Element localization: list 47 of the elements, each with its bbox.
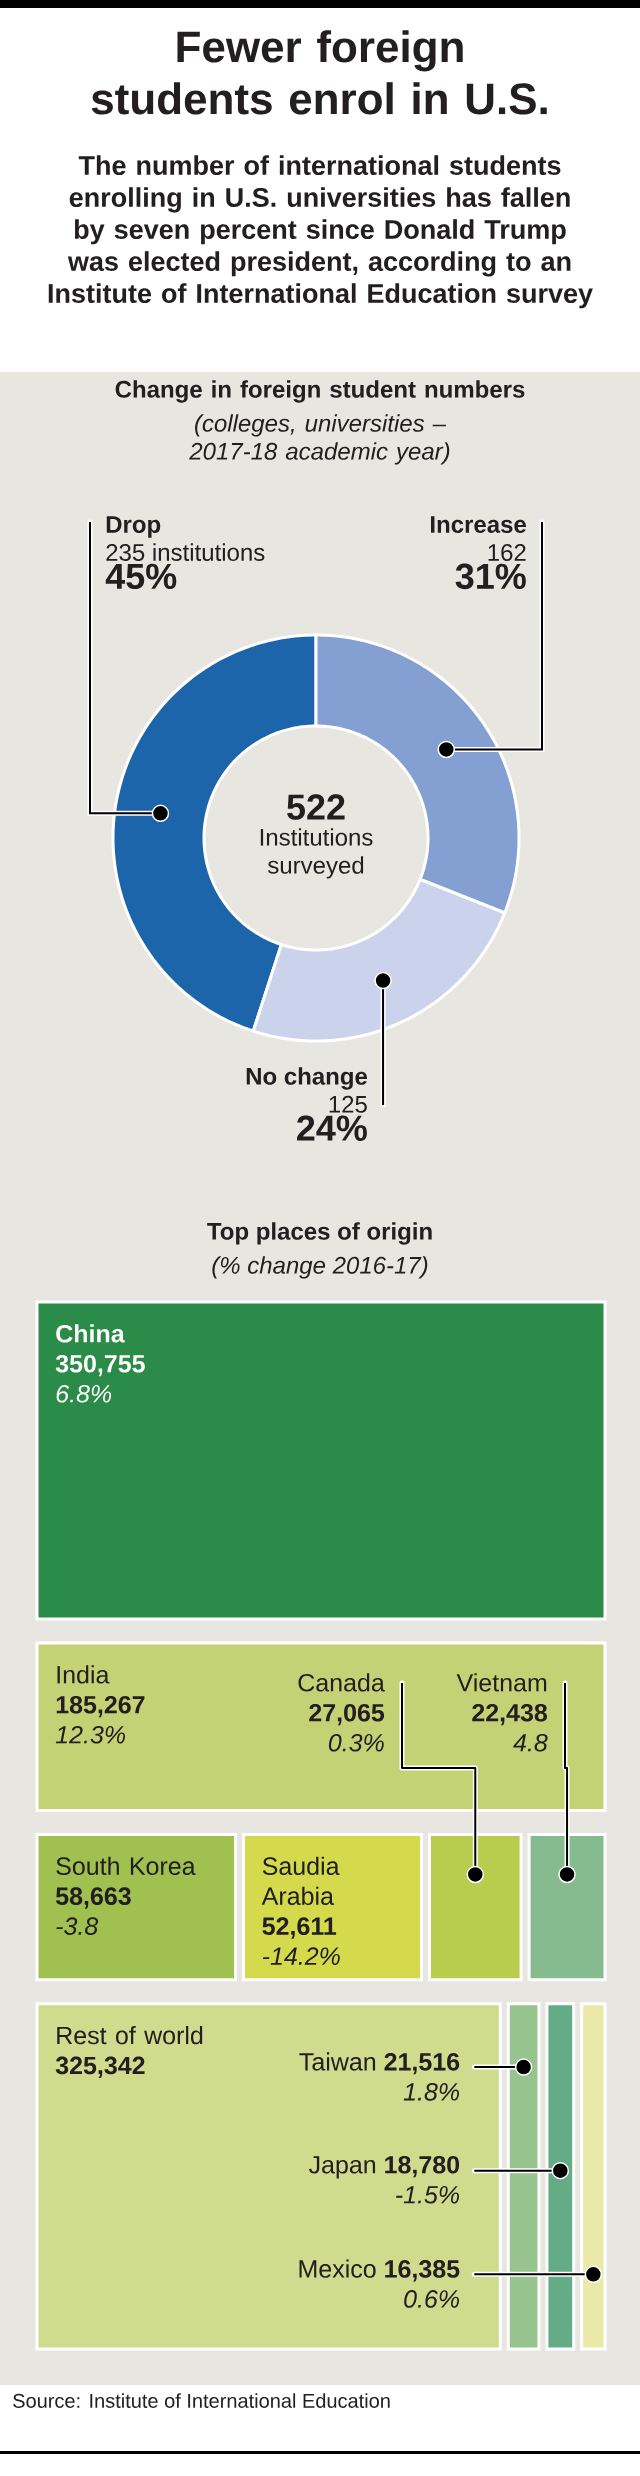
data-label: 16,385	[385, 2260, 460, 2282]
category-label: Japan	[308, 2156, 376, 2179]
data-label: -3.8	[56, 1917, 99, 1936]
category-label: Vietnam	[456, 1673, 547, 1692]
category-label: India	[57, 1665, 110, 1684]
source-note: Source: Institute of International Education	[13, 2393, 390, 2408]
data-label: 31%	[455, 563, 526, 590]
chart-title: Change in foreign student numbers	[115, 380, 525, 403]
data-label: 0.3%	[328, 1733, 384, 1752]
slice-label: Increase	[431, 516, 526, 533]
category-label: Saudia Arabia	[261, 1856, 340, 1906]
category-label: Taiwan	[299, 2052, 376, 2071]
data-label: 6.8%	[56, 1384, 112, 1403]
data-label: 52,611	[262, 1917, 337, 1939]
category-label: Rest of world	[57, 2025, 203, 2045]
data-label: 1.8%	[403, 2082, 460, 2101]
data-label: 350,755	[55, 1354, 145, 1377]
data-label: 24%	[297, 1115, 367, 1141]
category-label: Canada	[298, 1673, 385, 1692]
text: Fewer foreign students enrol in U.S.	[91, 30, 547, 115]
data-label: 18,780	[385, 2155, 460, 2178]
text: Top places of origin	[207, 1222, 432, 1245]
text: Institutions surveyed	[260, 828, 373, 879]
slice-label: No change	[246, 1067, 368, 1090]
data-label: 21,516	[384, 2052, 460, 2075]
data-label: 27,065	[309, 1703, 385, 1726]
data-label: 22,438	[472, 1703, 548, 1726]
data-label: 325,342	[55, 2056, 145, 2078]
category-label: South Korea	[56, 1856, 196, 1876]
data-label: 0.6%	[404, 2290, 460, 2308]
slice-label: Drop	[106, 516, 161, 538]
data-label: 12.3%	[55, 1725, 126, 1744]
data-label: 4.8	[513, 1733, 548, 1752]
data-label: -14.2%	[262, 1947, 340, 1965]
data-label: 58,663	[55, 1887, 131, 1909]
text: 162	[488, 543, 526, 561]
text: 235 institutions	[106, 543, 265, 561]
data-label: 45%	[105, 563, 177, 590]
category-label: Mexico	[299, 2259, 376, 2278]
chart-subtitle: (colleges, universities – 2017-18 academic year)	[189, 414, 450, 465]
text: The number of international students enrolling in U.S. universities has fallen by seven percent since Donald Trump was elected president, according to an Institute of International Education survey	[48, 155, 593, 309]
category-label: China	[56, 1324, 125, 1343]
text: 125	[329, 1095, 367, 1113]
data-label: -1.5%	[396, 2186, 460, 2204]
text: 522	[287, 794, 345, 820]
text: (% change 2016-17)	[212, 1256, 428, 1279]
data-label: 185,267	[56, 1695, 145, 1718]
